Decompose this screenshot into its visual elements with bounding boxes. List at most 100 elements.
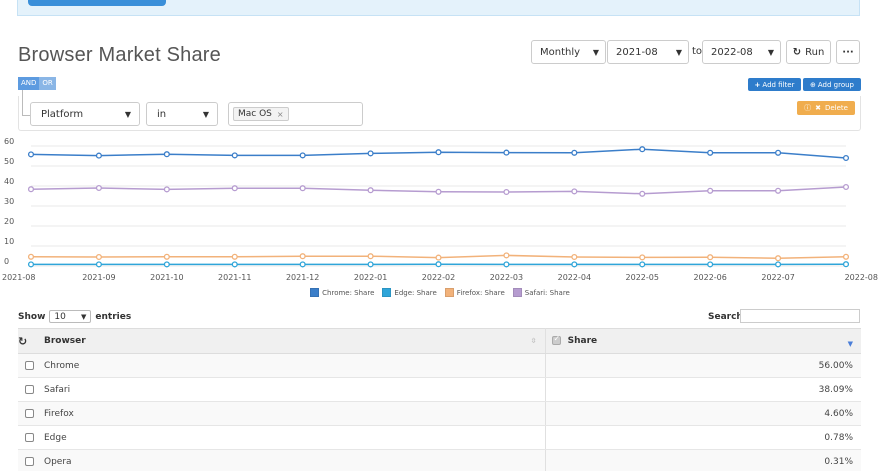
legend-item[interactable]: Edge: Share bbox=[382, 288, 437, 297]
y-tick-label: 0 bbox=[4, 257, 9, 266]
chevron-down-icon: ▼ bbox=[592, 48, 599, 57]
legend-item[interactable]: Chrome: Share bbox=[310, 288, 374, 297]
data-point bbox=[842, 183, 850, 191]
banner-button[interactable] bbox=[28, 0, 166, 6]
filter-value-input[interactable]: Mac OS × bbox=[228, 102, 363, 126]
chart-series bbox=[27, 146, 850, 268]
plus-circle-icon: ⊕ bbox=[810, 80, 816, 89]
table-row[interactable]: Opera 0.31% bbox=[18, 449, 861, 471]
chevron-down-icon: ▼ bbox=[124, 110, 131, 119]
chart-grid bbox=[31, 145, 846, 267]
x-tick-label: 2021-11 bbox=[218, 273, 251, 282]
period-select[interactable]: Monthly ▼ bbox=[531, 40, 606, 64]
table-row[interactable]: Chrome 56.00% bbox=[18, 353, 861, 378]
search-input[interactable] bbox=[740, 309, 860, 323]
checkbox-icon[interactable] bbox=[24, 432, 34, 442]
checkbox-icon[interactable] bbox=[24, 456, 34, 466]
data-point bbox=[95, 253, 102, 261]
cell-share: 0.78% bbox=[545, 425, 861, 450]
data-point bbox=[95, 261, 102, 268]
legend-item[interactable]: Firefox: Share bbox=[444, 288, 505, 297]
legend-swatch bbox=[310, 288, 320, 297]
y-tick-label: 30 bbox=[4, 197, 14, 206]
x-tick-label: 2022-06 bbox=[693, 273, 726, 282]
checkbox-icon[interactable] bbox=[551, 334, 561, 345]
column-header-browser[interactable]: Browser ⇳ bbox=[40, 328, 546, 354]
entries-label: entries bbox=[95, 311, 132, 322]
data-point bbox=[299, 152, 306, 159]
cell-browser: Opera bbox=[40, 449, 546, 471]
to-date-select[interactable]: 2022-08 ▼ bbox=[702, 40, 781, 64]
data-point bbox=[27, 186, 35, 193]
y-axis-ticks: 0 10 20 30 40 50 60 bbox=[4, 138, 14, 266]
data-point bbox=[639, 261, 646, 268]
table-header-row: ↻ Browser ⇳ Share ▼ bbox=[18, 328, 861, 354]
run-button[interactable]: ↻ Run bbox=[786, 40, 831, 64]
data-point bbox=[639, 190, 646, 197]
run-label: Run bbox=[805, 46, 825, 58]
plus-icon: + bbox=[754, 80, 761, 89]
add-filter-button[interactable]: + Add filter bbox=[748, 78, 801, 91]
data-point bbox=[27, 151, 35, 158]
cell-browser: Chrome bbox=[40, 353, 546, 378]
filter-operator-select[interactable]: in ▼ bbox=[146, 102, 218, 126]
and-or-toggle[interactable]: AND OR bbox=[18, 77, 56, 90]
page-length-select[interactable]: 10 ▼ bbox=[49, 310, 92, 323]
legend-swatch bbox=[382, 288, 392, 297]
column-header-share[interactable]: Share ▼ bbox=[545, 328, 861, 354]
filter-value-tag-label: Mac OS bbox=[238, 109, 272, 119]
data-point bbox=[775, 261, 782, 268]
column-header-browser-label: Browser bbox=[44, 336, 86, 346]
row-checkbox-cell[interactable] bbox=[18, 377, 40, 402]
select-all-header[interactable]: ↻ bbox=[18, 328, 40, 354]
data-point bbox=[503, 149, 510, 156]
data-point bbox=[95, 152, 102, 159]
from-date-select[interactable]: 2021-08 ▼ bbox=[607, 40, 689, 64]
data-point bbox=[775, 187, 782, 194]
data-point bbox=[571, 188, 578, 195]
chart-legend: Chrome: Share Edge: Share Firefox: Share Sa… bbox=[0, 288, 880, 297]
data-point bbox=[95, 184, 102, 192]
row-checkbox-cell[interactable] bbox=[18, 449, 40, 471]
checkbox-icon[interactable] bbox=[24, 360, 34, 370]
row-checkbox-cell[interactable] bbox=[18, 353, 40, 378]
period-value: Monthly bbox=[540, 46, 581, 58]
table-row[interactable]: Firefox 4.60% bbox=[18, 401, 861, 426]
add-group-button[interactable]: ⊕ Add group bbox=[803, 78, 861, 91]
data-point bbox=[299, 253, 306, 260]
legend-swatch bbox=[444, 288, 454, 297]
refresh-icon[interactable]: ↻ bbox=[18, 334, 28, 348]
checkbox-icon[interactable] bbox=[24, 384, 34, 394]
chevron-down-icon: ▼ bbox=[202, 110, 209, 119]
data-point bbox=[27, 261, 35, 268]
x-tick-label: 2022-03 bbox=[490, 273, 523, 282]
table-row[interactable]: Safari 38.09% bbox=[18, 377, 861, 402]
x-tick-label: 2022-01 bbox=[354, 273, 387, 282]
and-button[interactable]: AND bbox=[18, 77, 40, 90]
y-tick-label: 50 bbox=[4, 157, 14, 166]
close-icon[interactable]: × bbox=[276, 109, 284, 119]
legend-item[interactable]: Safari: Share bbox=[512, 288, 570, 297]
legend-label: Firefox: Share bbox=[456, 288, 505, 297]
row-checkbox-cell[interactable] bbox=[18, 425, 40, 450]
filter-field-select[interactable]: Platform ▼ bbox=[30, 102, 140, 126]
add-filter-label: Add filter bbox=[762, 80, 795, 89]
data-point bbox=[163, 253, 170, 260]
column-header-share-label: Share bbox=[567, 336, 598, 346]
y-tick-label: 60 bbox=[4, 138, 14, 146]
legend-label: Chrome: Share bbox=[322, 288, 375, 297]
table-row[interactable]: Edge 0.78% bbox=[18, 425, 861, 450]
data-point bbox=[571, 149, 578, 156]
data-point bbox=[503, 261, 510, 268]
data-point bbox=[299, 261, 306, 268]
x-tick-label: 2022-08 bbox=[845, 273, 878, 282]
more-button[interactable]: ··· bbox=[836, 40, 860, 64]
checkbox-icon[interactable] bbox=[24, 408, 34, 418]
data-point bbox=[367, 150, 374, 157]
delete-filter-button[interactable]: ⓘ ✖ Delete bbox=[797, 101, 855, 115]
row-checkbox-cell[interactable] bbox=[18, 401, 40, 426]
to-label: to bbox=[692, 46, 703, 57]
search-label: Search: bbox=[708, 312, 747, 322]
or-button[interactable]: OR bbox=[39, 77, 56, 90]
info-icon: ⓘ bbox=[804, 104, 812, 112]
